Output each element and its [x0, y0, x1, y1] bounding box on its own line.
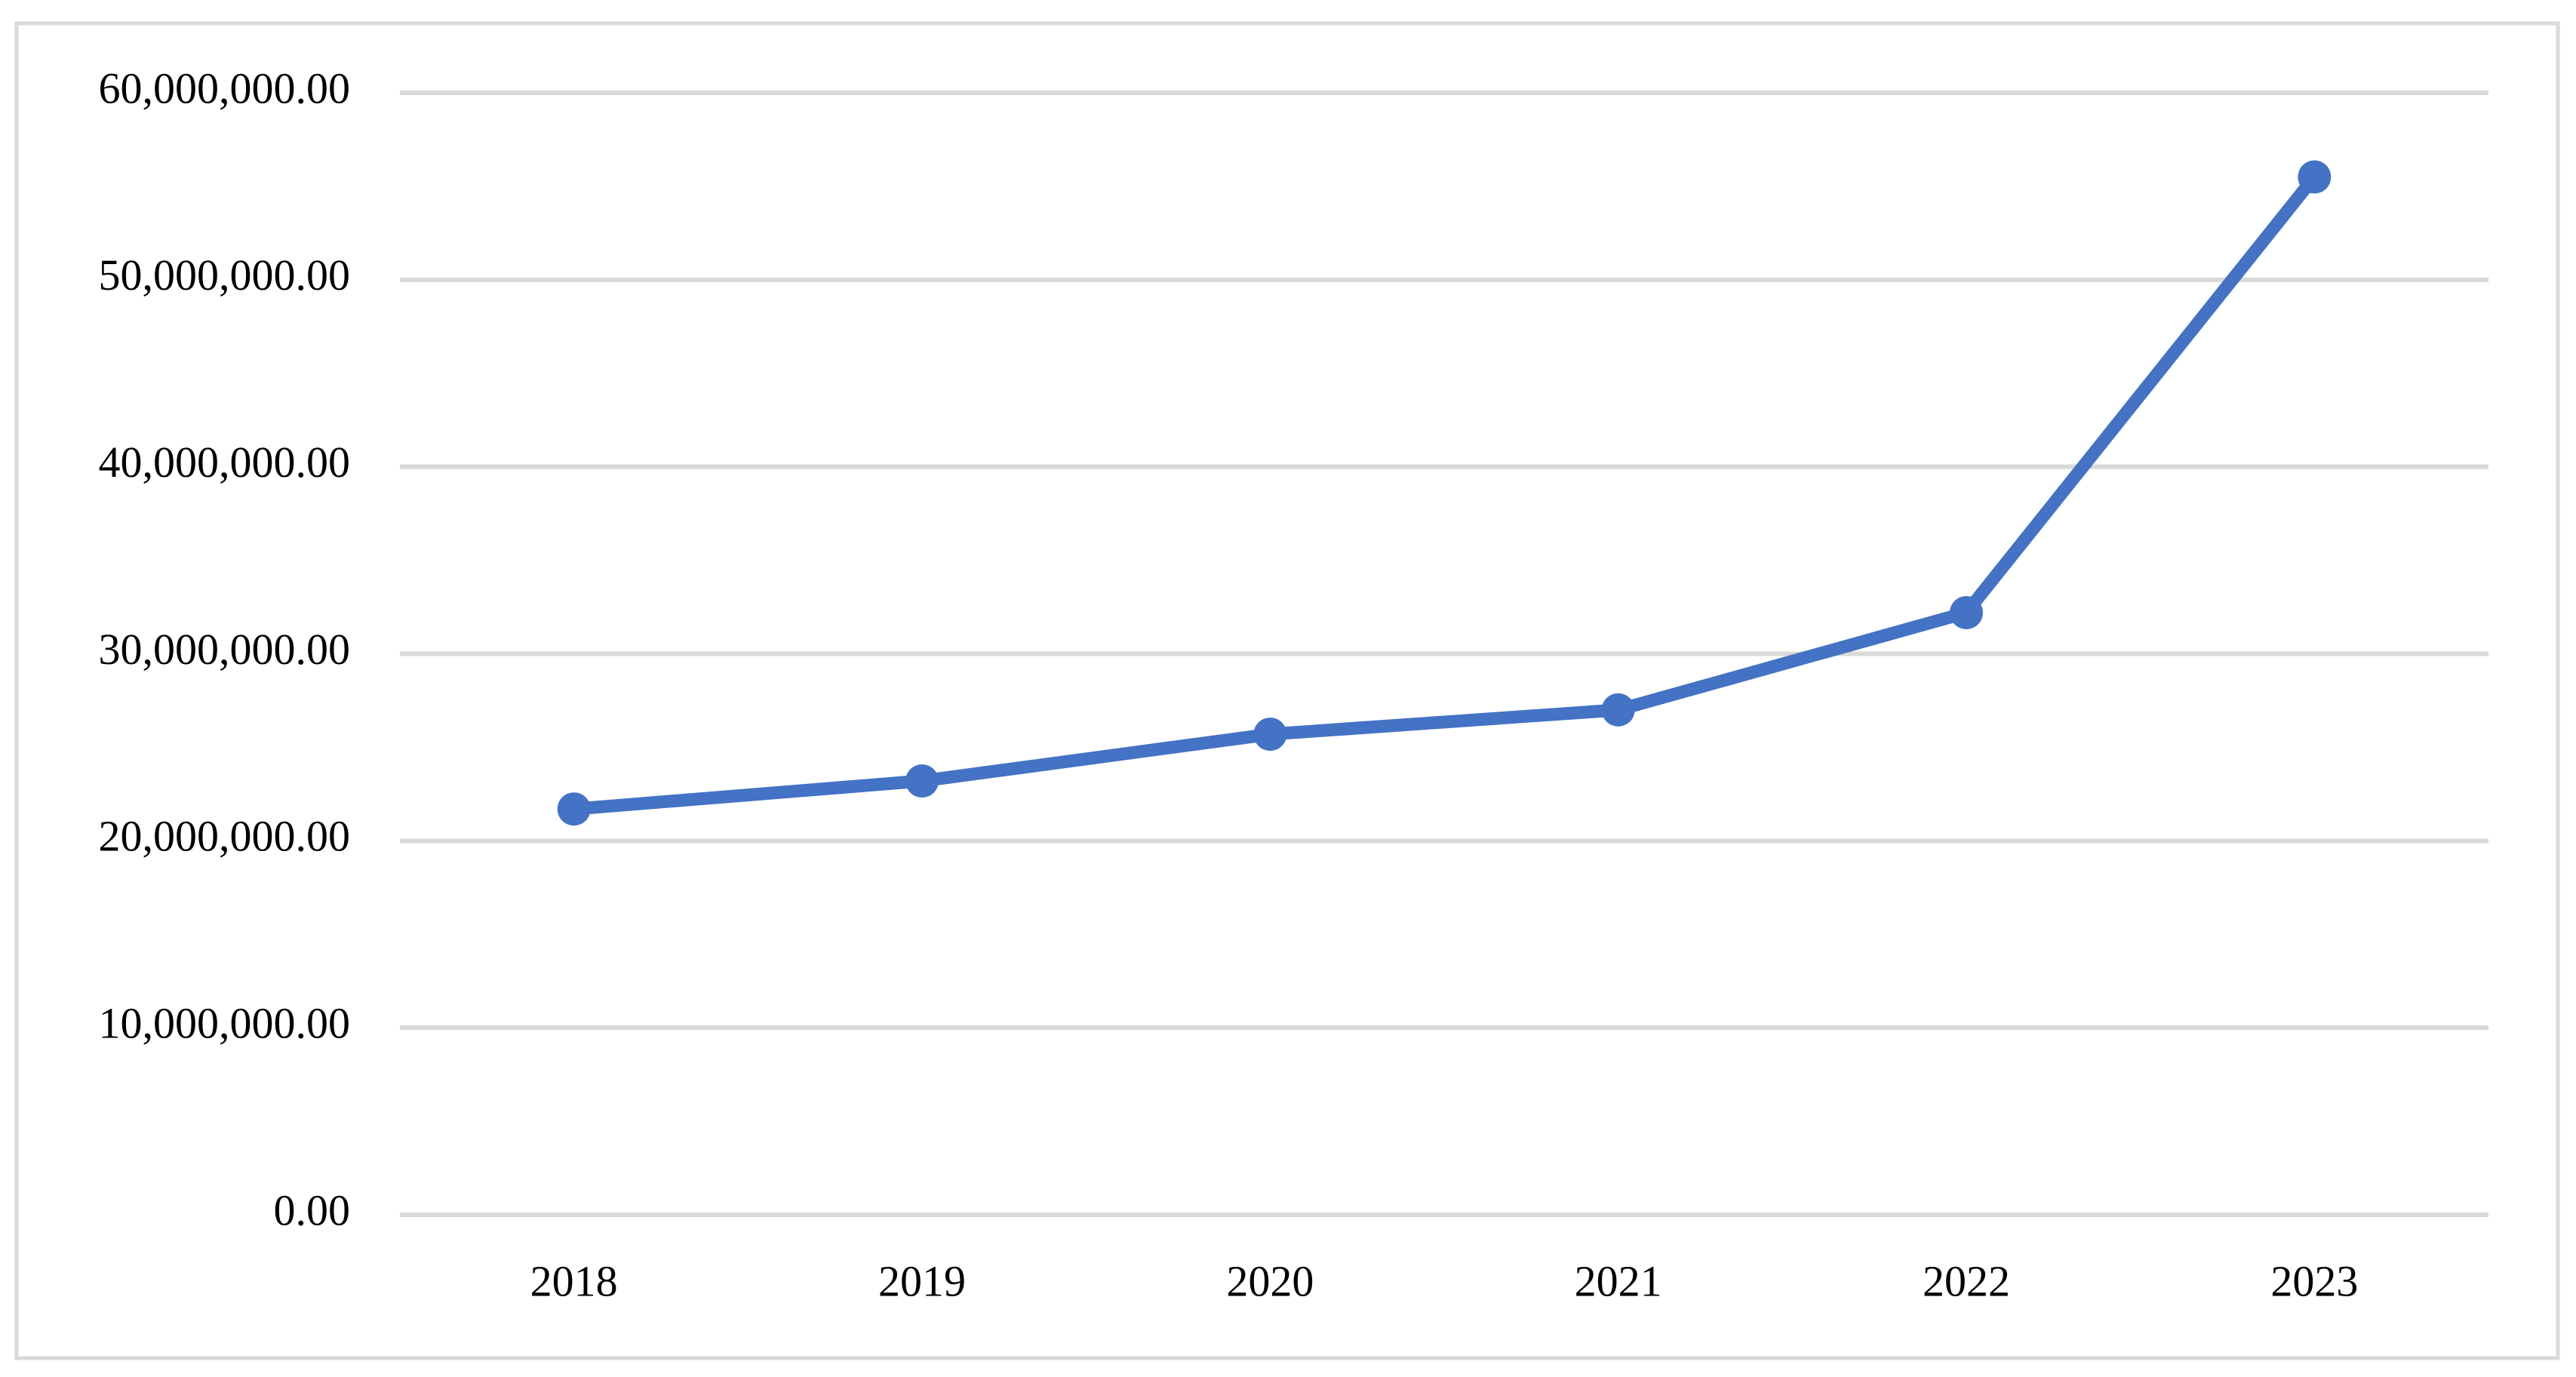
y-tick-label: 60,000,000.00 [99, 63, 351, 112]
y-tick-label: 30,000,000.00 [99, 625, 351, 674]
line [567, 171, 2321, 816]
chart-border [14, 21, 2560, 1360]
y-tick-label: 0.00 [274, 1185, 351, 1234]
marker [1950, 595, 1983, 629]
y-tick-label: 40,000,000.00 [99, 438, 351, 487]
marker [1253, 718, 1287, 752]
x-tick-label: 2020 [1226, 1256, 1314, 1305]
x-tick-label: 2022 [1923, 1256, 2010, 1305]
x-tick-label: 2021 [1575, 1256, 1662, 1305]
marker [1601, 693, 1635, 727]
x-tick-label: 2023 [2270, 1256, 2358, 1305]
y-tick-label: 20,000,000.00 [99, 812, 351, 861]
x-tick-label: 2018 [530, 1256, 618, 1305]
x-tick-label: 2019 [878, 1256, 966, 1305]
marker [557, 792, 591, 826]
marker [905, 764, 939, 798]
y-tick-label: 50,000,000.00 [99, 251, 351, 300]
y-tick-label: 10,000,000.00 [99, 998, 351, 1047]
marker [2298, 160, 2332, 194]
